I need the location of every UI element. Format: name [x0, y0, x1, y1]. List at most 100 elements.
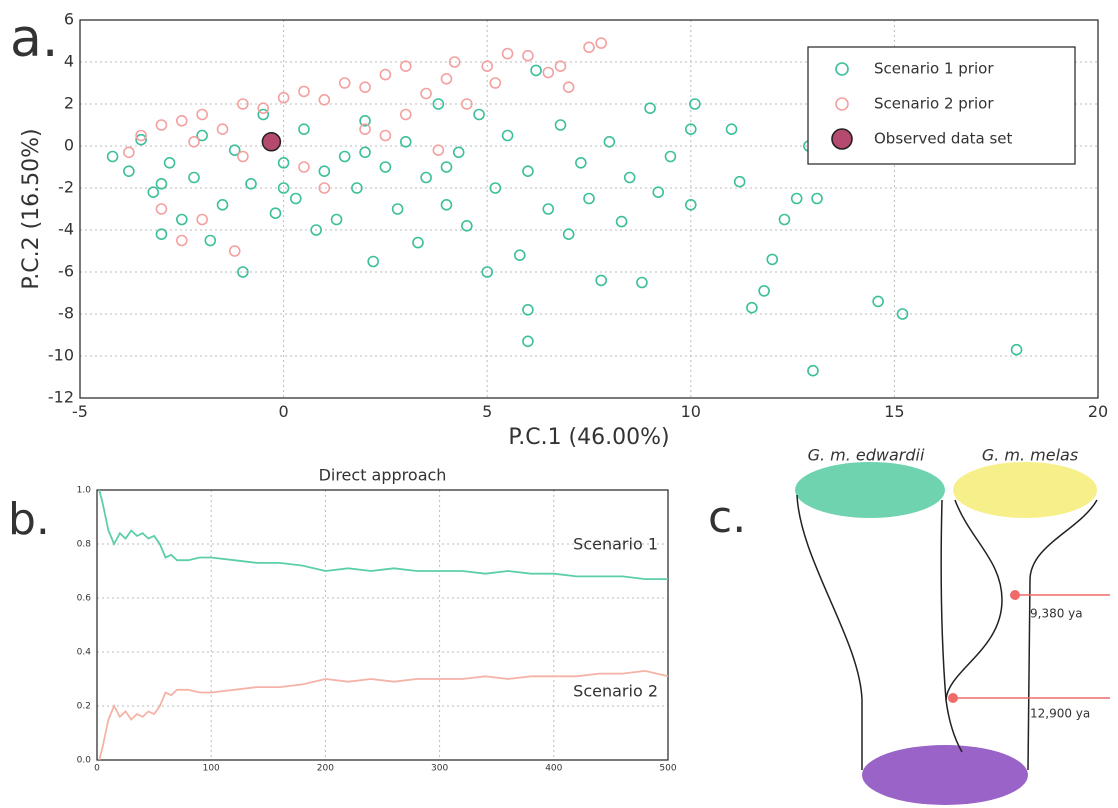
data-point [412, 236, 424, 249]
x-tick-label: 0 [94, 764, 100, 774]
data-point [623, 171, 636, 184]
data-point [318, 165, 331, 177]
data-point [176, 115, 188, 127]
data-point [501, 47, 514, 60]
data-point [277, 182, 290, 194]
data-point [513, 249, 526, 261]
data-point [147, 186, 160, 198]
y-tick-label: -12 [48, 388, 74, 407]
data-point [155, 178, 168, 190]
chart-title: Direct approach [319, 466, 447, 485]
data-point [481, 266, 494, 278]
data-point [689, 98, 701, 110]
x-tick-label: 500 [659, 764, 676, 774]
legend-swatch [835, 97, 849, 111]
population-label: G. m. melas [982, 446, 1078, 465]
data-point [554, 60, 567, 72]
data-point [758, 285, 770, 297]
data-point [522, 303, 534, 316]
legend-label: Observed data set [874, 130, 1013, 148]
x-tick-label: 100 [203, 764, 220, 774]
data-point [379, 161, 392, 173]
data-point [196, 108, 208, 121]
data-point [269, 207, 282, 219]
data-point [501, 129, 514, 142]
data-point [338, 77, 351, 89]
data-point [530, 64, 542, 77]
data-point [330, 213, 343, 226]
population-melas [953, 462, 1097, 518]
data-point [473, 108, 485, 121]
data-point [420, 87, 432, 100]
data-point [440, 73, 453, 85]
data-point [277, 157, 290, 169]
event-dot [1010, 590, 1020, 600]
data-point [237, 98, 249, 110]
data-point [562, 228, 575, 240]
data-point [204, 234, 217, 247]
y-tick-label: -6 [58, 262, 74, 281]
x-tick-label: 15 [884, 402, 904, 421]
data-point [155, 203, 168, 215]
data-point [359, 81, 371, 93]
data-point [155, 228, 168, 240]
data-point [106, 150, 119, 163]
data-point [1010, 343, 1023, 356]
data-point [440, 199, 453, 211]
data-point [399, 108, 412, 121]
line-series [98, 489, 668, 580]
data-point [245, 178, 257, 190]
data-point [595, 274, 608, 287]
y-axis-label: P.C.2 (16.50%) [19, 128, 44, 289]
data-point [310, 224, 322, 236]
y-tick-label: -8 [58, 304, 74, 323]
data-point [123, 146, 135, 159]
event-label: 12,900 ya [1030, 707, 1090, 721]
data-point [228, 144, 241, 156]
data-point [461, 220, 473, 232]
y-tick-label: 4 [64, 52, 74, 71]
data-point [359, 115, 371, 127]
data-point [733, 175, 746, 188]
event-dot [948, 693, 958, 703]
data-point [595, 37, 608, 49]
data-point [652, 186, 665, 198]
y-tick-label: 0.6 [77, 594, 92, 604]
data-point [135, 129, 147, 142]
data-point [298, 161, 310, 173]
data-point [522, 165, 534, 177]
data-point [807, 364, 819, 377]
x-tick-label: -5 [72, 402, 88, 421]
data-point [351, 182, 363, 194]
data-point [163, 157, 176, 169]
x-tick-label: 10 [681, 402, 701, 421]
y-tick-label: 0.4 [77, 648, 92, 658]
data-point [257, 108, 270, 121]
data-point [367, 255, 379, 268]
series-label: Scenario 1 [573, 535, 658, 554]
data-point [644, 102, 656, 114]
data-point [257, 102, 270, 114]
population-edwardii [795, 462, 945, 518]
data-point [481, 60, 494, 72]
data-point [135, 133, 147, 146]
diagram: c. G. m. edwardii G. m. melas 9,380 ya 1… [708, 446, 1110, 805]
x-tick-label: 300 [431, 764, 448, 774]
data-point [542, 203, 555, 215]
data-point [746, 301, 758, 314]
plot-frame [96, 489, 669, 761]
data-point [399, 60, 412, 72]
data-point [123, 165, 135, 177]
data-point [603, 136, 616, 148]
data-point [684, 123, 697, 135]
legend [807, 46, 1076, 165]
data-point [318, 182, 331, 194]
y-tick-label: -10 [48, 346, 74, 365]
data-point [359, 123, 371, 135]
data-point [684, 199, 697, 211]
data-point [196, 129, 208, 142]
data-point [554, 119, 567, 131]
data-point [452, 146, 465, 159]
legend-swatch [835, 62, 849, 76]
data-point [664, 150, 677, 163]
